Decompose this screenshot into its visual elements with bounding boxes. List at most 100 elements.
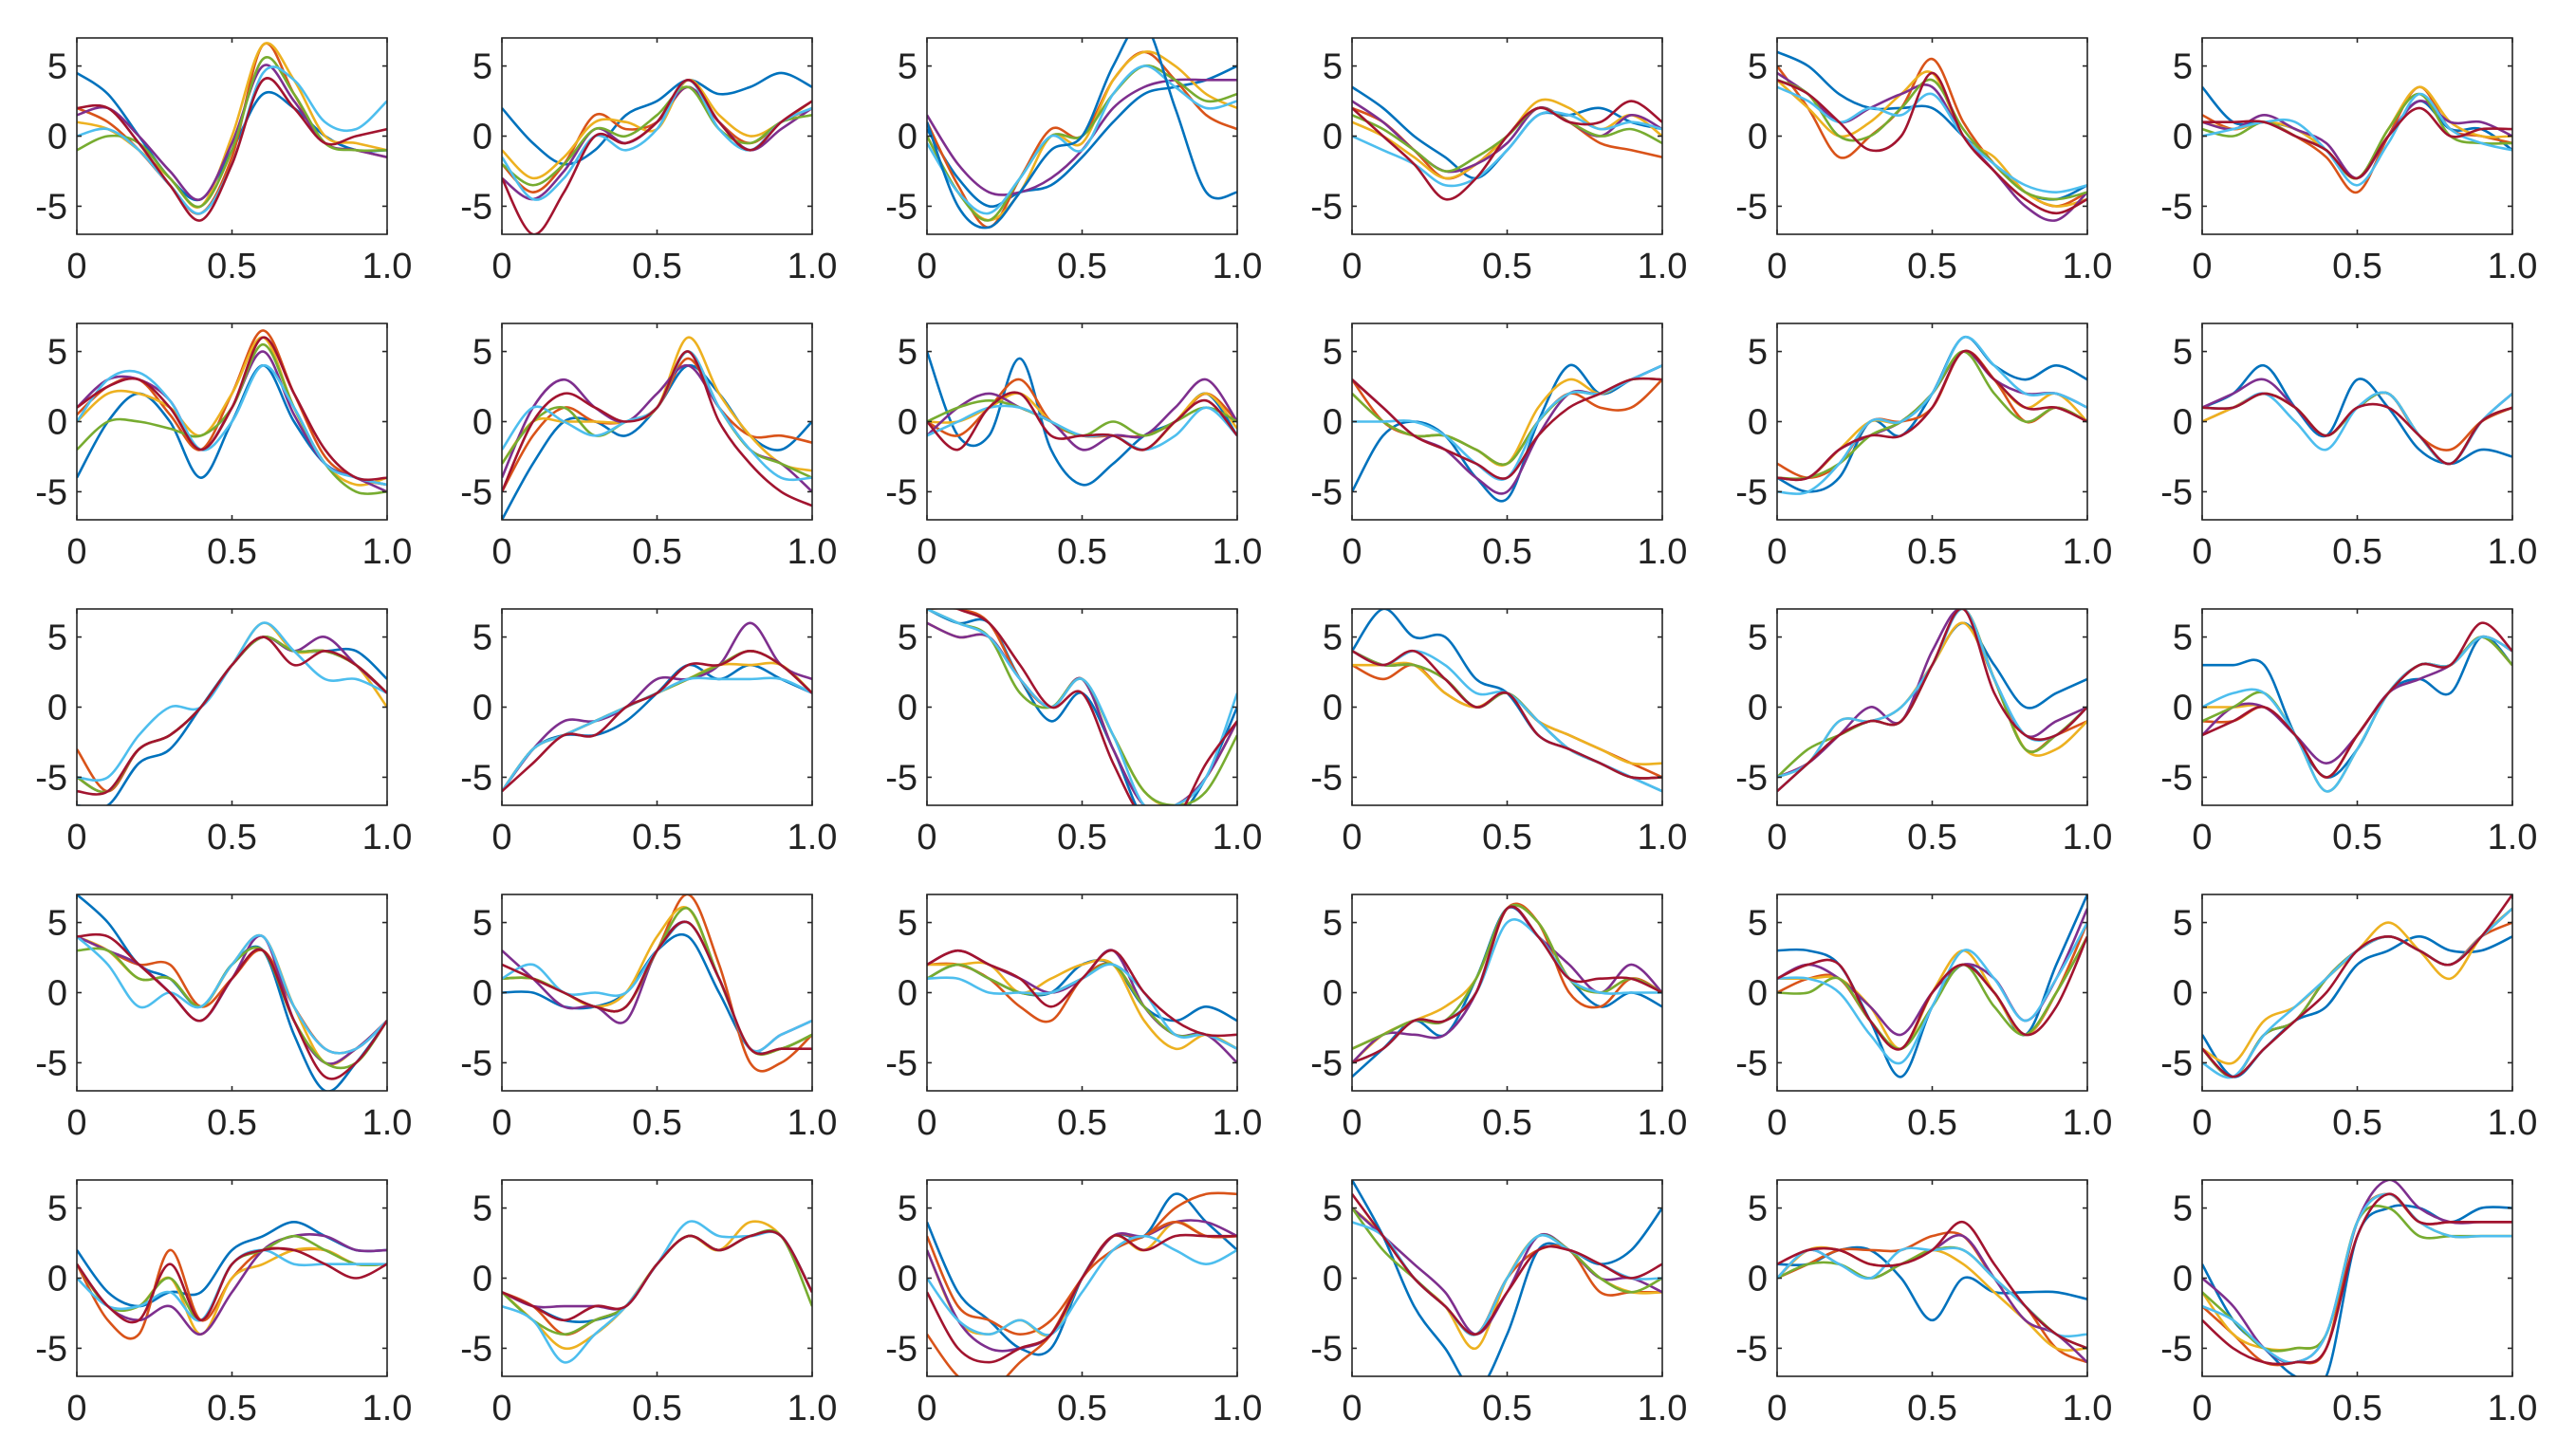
y-tick-label: -5 <box>460 758 492 798</box>
data-line <box>502 663 812 792</box>
data-line <box>77 934 387 1065</box>
x-tick-label: 0.5 <box>1907 247 1957 286</box>
data-line <box>1777 935 2087 1051</box>
y-tick-label: -5 <box>35 1329 67 1369</box>
y-tick-label: 0 <box>1323 118 1343 157</box>
y-tick-label: -5 <box>885 1043 917 1083</box>
y-tick-label: 5 <box>47 904 67 944</box>
y-tick-label: -5 <box>1735 472 1768 512</box>
y-tick-label: -5 <box>2160 1329 2193 1369</box>
y-tick-label: 5 <box>1323 904 1343 944</box>
x-tick-label: 0.5 <box>1907 818 1957 857</box>
y-tick-label: 5 <box>1323 618 1343 658</box>
x-tick-label: 1.0 <box>2488 532 2538 572</box>
y-tick-label: 0 <box>1323 1260 1343 1299</box>
subplot: -5 0 5 0 0.5 1.0 <box>2160 608 2537 857</box>
x-tick-label: 0.5 <box>1482 1103 1532 1143</box>
y-tick-label: 5 <box>472 1189 492 1229</box>
data-line <box>2202 907 2512 1078</box>
y-tick-label: 0 <box>898 1260 917 1299</box>
y-tick-label: 5 <box>2173 47 2193 87</box>
y-tick-label: 0 <box>47 974 67 1014</box>
data-line <box>1352 609 1662 793</box>
y-tick-label: 5 <box>472 618 492 658</box>
subplot: -5 0 5 0 0.5 1.0 <box>1310 323 1687 572</box>
x-tick-label: 1.0 <box>2488 1103 2538 1143</box>
subplot: -5 0 5 0 0.5 1.0 <box>460 37 837 286</box>
data-line <box>502 350 812 507</box>
y-tick-label: -5 <box>2160 758 2193 798</box>
x-tick-label: 1.0 <box>1638 1103 1688 1143</box>
y-tick-label: 0 <box>1323 974 1343 1014</box>
data-line <box>77 42 387 215</box>
data-line <box>1777 609 2087 779</box>
y-tick-label: 5 <box>898 904 917 944</box>
x-tick-label: 1.0 <box>1213 1389 1263 1428</box>
data-line <box>2202 378 2512 466</box>
series-group <box>927 949 1237 1064</box>
x-tick-label: 1.0 <box>787 1389 838 1428</box>
data-line <box>927 1233 1237 1364</box>
data-line <box>1352 100 1662 174</box>
x-tick-label: 1.0 <box>1213 818 1263 857</box>
y-tick-label: 5 <box>2173 904 2193 944</box>
subplot: -5 0 5 0 0.5 1.0 <box>35 894 412 1143</box>
data-line <box>2202 92 2512 180</box>
data-line <box>1352 661 1662 766</box>
x-tick-label: 0 <box>1342 1103 1362 1143</box>
data-line <box>2202 391 2512 466</box>
data-line <box>927 609 1237 805</box>
x-tick-label: 0 <box>1342 1389 1362 1428</box>
data-line <box>77 64 387 201</box>
data-line <box>502 1229 812 1311</box>
data-line <box>927 38 1237 230</box>
x-tick-label: 0.5 <box>632 1103 682 1143</box>
data-line <box>77 1246 387 1324</box>
x-tick-label: 0 <box>66 532 86 572</box>
y-tick-label: 0 <box>1748 403 1768 443</box>
x-tick-label: 0.5 <box>1907 1389 1957 1428</box>
data-line <box>954 609 1237 805</box>
data-line <box>2202 907 2512 1079</box>
y-tick-label: -5 <box>1735 758 1768 798</box>
data-line <box>2202 391 2512 466</box>
data-line <box>502 650 812 793</box>
y-tick-label: 5 <box>47 47 67 87</box>
x-tick-label: 1.0 <box>787 1103 838 1143</box>
x-tick-label: 1.0 <box>362 247 413 286</box>
data-line <box>927 621 1237 805</box>
y-tick-label: 5 <box>898 1189 917 1229</box>
data-line <box>1777 894 2087 1078</box>
data-line <box>2202 391 2512 466</box>
x-tick-label: 0.5 <box>207 247 257 286</box>
data-line <box>1777 78 2087 201</box>
data-line <box>2202 100 2512 180</box>
series-group <box>927 1191 1237 1376</box>
x-tick-label: 0.5 <box>2332 818 2382 857</box>
data-line <box>502 336 812 472</box>
subplot: -5 0 5 0 0.5 1.0 <box>2160 323 2537 572</box>
series-group <box>2202 621 2512 793</box>
axes-frame <box>2201 608 2513 806</box>
y-tick-label: -5 <box>1735 187 1768 227</box>
y-tick-label: -5 <box>35 1043 67 1083</box>
series-group <box>502 1220 812 1364</box>
y-tick-label: -5 <box>1310 1043 1343 1083</box>
x-tick-label: 0 <box>491 1389 511 1428</box>
series-group <box>1777 335 2087 495</box>
axes-frame <box>926 894 1238 1092</box>
axes-frame <box>1776 1179 2088 1377</box>
series-group <box>502 336 812 520</box>
y-tick-label: -5 <box>460 472 492 512</box>
subplot: -5 0 5 0 0.5 1.0 <box>1735 1179 2112 1428</box>
x-tick-label: 0 <box>2192 247 2212 286</box>
x-tick-label: 0 <box>2192 532 2212 572</box>
data-line <box>1352 106 1662 173</box>
y-tick-label: 5 <box>47 618 67 658</box>
series-group <box>927 351 1237 487</box>
data-line <box>1777 1245 2087 1350</box>
data-line <box>502 1220 812 1364</box>
data-line <box>2202 907 2512 1065</box>
series-group <box>77 1221 387 1340</box>
x-tick-label: 0.5 <box>2332 247 2382 286</box>
